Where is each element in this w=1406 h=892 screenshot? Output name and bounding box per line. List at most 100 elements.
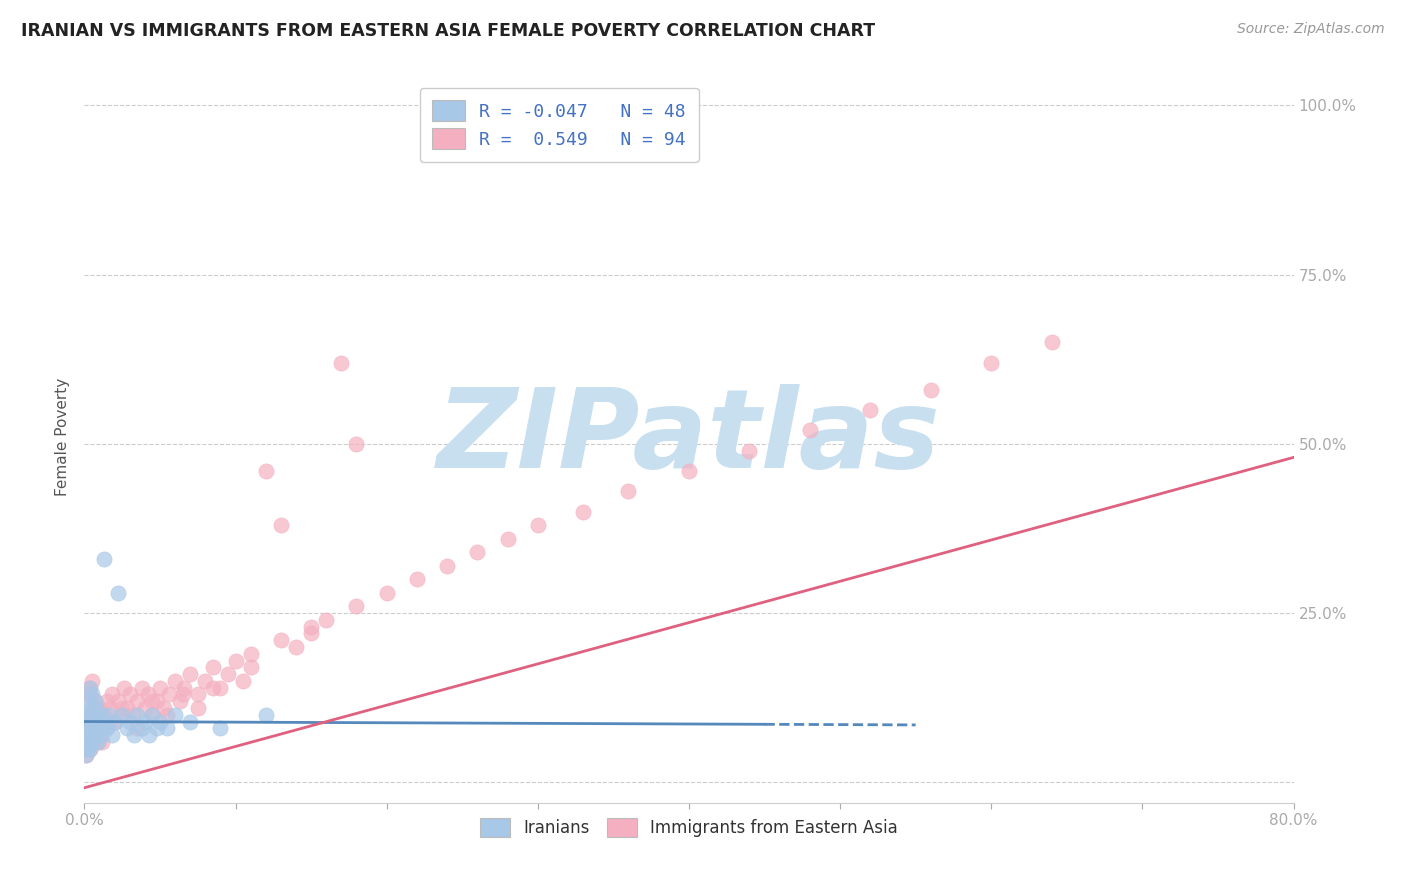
Point — [111, 707, 134, 722]
Point — [107, 694, 129, 708]
Point — [77, 735, 100, 749]
Point — [406, 572, 429, 586]
Point — [738, 443, 761, 458]
Point — [76, 694, 98, 708]
Point — [270, 633, 292, 648]
Point — [141, 707, 163, 722]
Point — [179, 667, 201, 681]
Point — [179, 714, 201, 729]
Point — [146, 694, 169, 708]
Point — [330, 355, 353, 369]
Point — [131, 721, 153, 735]
Point — [97, 714, 120, 729]
Point — [496, 532, 519, 546]
Point — [194, 673, 217, 688]
Point — [121, 707, 143, 722]
Point — [110, 707, 132, 722]
Point — [217, 667, 239, 681]
Point — [96, 721, 118, 735]
Point — [1040, 335, 1063, 350]
Point — [104, 714, 127, 729]
Point — [920, 383, 942, 397]
Point — [146, 721, 169, 735]
Point — [315, 613, 337, 627]
Point — [172, 688, 194, 702]
Point — [76, 714, 98, 729]
Point — [111, 701, 134, 715]
Point — [77, 735, 100, 749]
Point — [80, 673, 103, 688]
Text: Source: ZipAtlas.com: Source: ZipAtlas.com — [1237, 22, 1385, 37]
Point — [115, 701, 138, 715]
Point — [527, 518, 550, 533]
Point — [87, 714, 110, 729]
Point — [79, 741, 101, 756]
Text: IRANIAN VS IMMIGRANTS FROM EASTERN ASIA FEMALE POVERTY CORRELATION CHART: IRANIAN VS IMMIGRANTS FROM EASTERN ASIA … — [21, 22, 875, 40]
Point — [96, 694, 118, 708]
Point — [76, 741, 98, 756]
Point — [169, 694, 191, 708]
Point — [980, 355, 1002, 369]
Point — [346, 599, 368, 614]
Point — [90, 721, 112, 735]
Point — [84, 721, 107, 735]
Point — [149, 681, 172, 695]
Point — [91, 728, 114, 742]
Point — [100, 728, 122, 742]
Point — [299, 626, 322, 640]
Point — [84, 721, 107, 735]
Point — [93, 552, 115, 566]
Point — [77, 681, 100, 695]
Point — [165, 673, 187, 688]
Point — [346, 437, 368, 451]
Point — [93, 707, 115, 722]
Point — [209, 721, 232, 735]
Point — [86, 701, 108, 715]
Point — [80, 688, 103, 702]
Point — [678, 464, 700, 478]
Point — [75, 748, 97, 763]
Point — [75, 748, 97, 763]
Point — [153, 701, 176, 715]
Point — [77, 707, 100, 722]
Point — [436, 558, 458, 573]
Point — [87, 735, 110, 749]
Point — [79, 688, 101, 702]
Point — [157, 688, 180, 702]
Point — [270, 518, 292, 533]
Point — [127, 721, 149, 735]
Point — [76, 688, 98, 702]
Point — [77, 721, 100, 735]
Point — [97, 707, 120, 722]
Point — [141, 694, 163, 708]
Point — [84, 694, 107, 708]
Point — [201, 681, 224, 695]
Point — [86, 728, 108, 742]
Point — [127, 694, 149, 708]
Point — [149, 714, 172, 729]
Point — [87, 714, 110, 729]
Point — [187, 688, 209, 702]
Point — [112, 681, 135, 695]
Point — [91, 735, 114, 749]
Point — [87, 735, 110, 749]
Point — [76, 741, 98, 756]
Point — [173, 681, 195, 695]
Point — [156, 721, 179, 735]
Point — [254, 464, 277, 478]
Point — [131, 681, 153, 695]
Point — [90, 707, 112, 722]
Point — [617, 484, 640, 499]
Point — [82, 707, 104, 722]
Point — [86, 701, 108, 715]
Text: ZIPatlas: ZIPatlas — [437, 384, 941, 491]
Point — [94, 714, 117, 729]
Point — [89, 728, 111, 742]
Point — [232, 673, 254, 688]
Point — [572, 505, 595, 519]
Y-axis label: Female Poverty: Female Poverty — [55, 378, 70, 496]
Point — [239, 660, 262, 674]
Point — [82, 735, 104, 749]
Point — [80, 714, 103, 729]
Point — [75, 728, 97, 742]
